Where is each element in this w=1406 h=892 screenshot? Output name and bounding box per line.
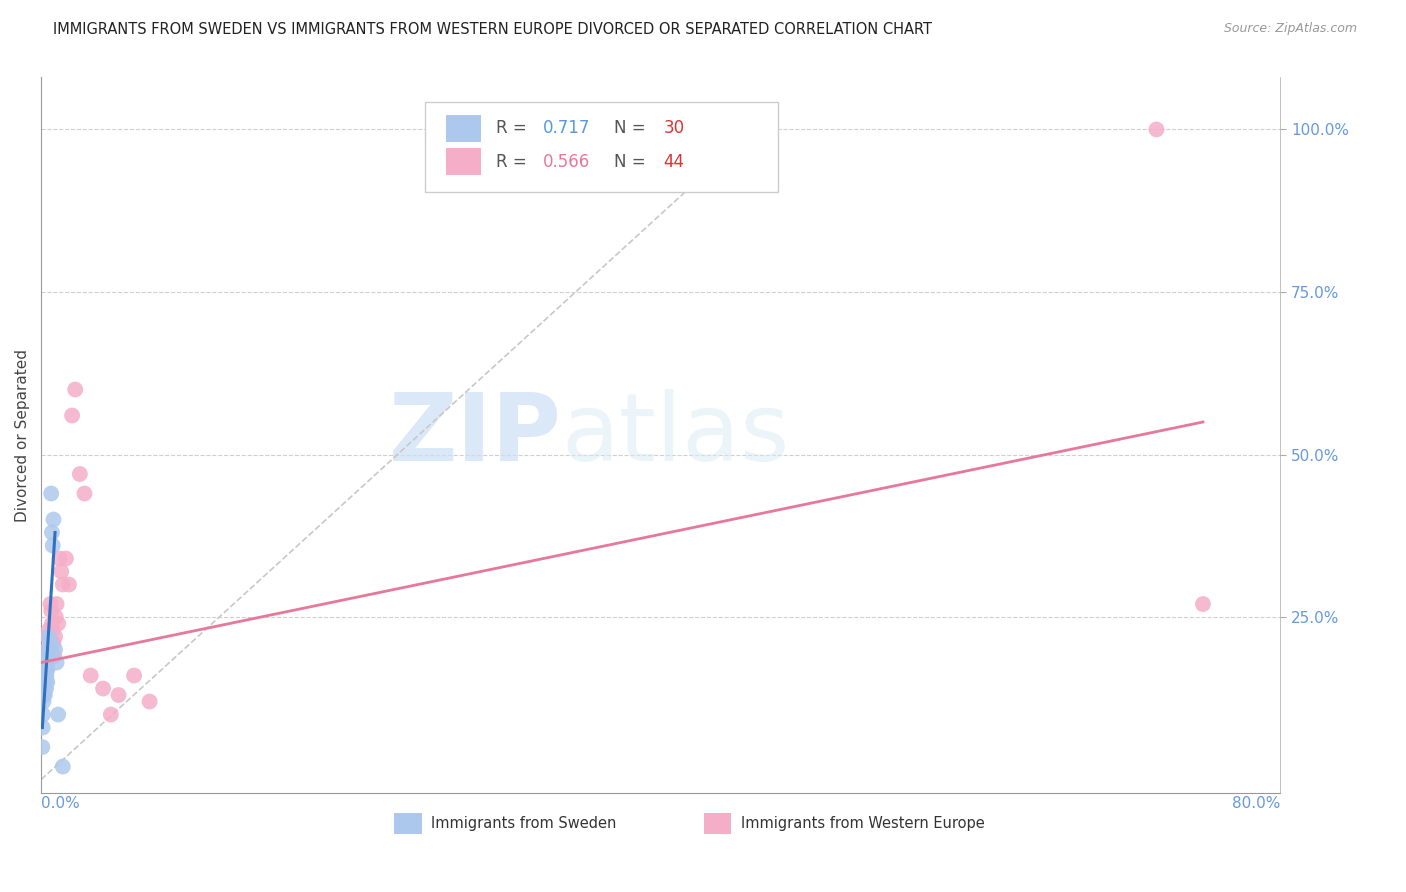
Point bbox=[32, 675, 55, 690]
Text: Immigrants from Western Europe: Immigrants from Western Europe bbox=[741, 816, 986, 830]
FancyBboxPatch shape bbox=[394, 813, 422, 834]
FancyBboxPatch shape bbox=[704, 813, 731, 834]
Point bbox=[34, 675, 56, 690]
Point bbox=[38, 642, 60, 657]
Point bbox=[31, 740, 53, 755]
Point bbox=[35, 662, 58, 676]
Point bbox=[79, 668, 101, 682]
Point bbox=[38, 642, 60, 657]
Point bbox=[42, 636, 65, 650]
Point bbox=[44, 648, 66, 663]
Text: 44: 44 bbox=[664, 153, 685, 171]
Point bbox=[32, 688, 55, 702]
Point bbox=[51, 565, 73, 579]
Point bbox=[32, 668, 55, 682]
Point bbox=[46, 707, 69, 722]
Point bbox=[45, 656, 67, 670]
Point bbox=[37, 630, 59, 644]
Point bbox=[35, 656, 58, 670]
Text: IMMIGRANTS FROM SWEDEN VS IMMIGRANTS FROM WESTERN EUROPE DIVORCED OR SEPARATED C: IMMIGRANTS FROM SWEDEN VS IMMIGRANTS FRO… bbox=[53, 22, 932, 37]
Point bbox=[37, 630, 59, 644]
Point bbox=[34, 656, 56, 670]
Point bbox=[41, 616, 63, 631]
Point bbox=[46, 616, 69, 631]
Point bbox=[107, 688, 129, 702]
Point bbox=[35, 662, 58, 676]
Point bbox=[34, 688, 56, 702]
Point bbox=[44, 642, 66, 657]
FancyBboxPatch shape bbox=[446, 115, 481, 142]
Point bbox=[32, 675, 55, 690]
Text: Immigrants from Sweden: Immigrants from Sweden bbox=[432, 816, 617, 830]
Point bbox=[38, 623, 60, 637]
Point bbox=[45, 597, 67, 611]
Point bbox=[34, 675, 56, 690]
Point bbox=[32, 681, 55, 696]
Point bbox=[91, 681, 114, 696]
Point bbox=[52, 759, 75, 773]
Text: 80.0%: 80.0% bbox=[1232, 796, 1281, 811]
Point bbox=[39, 597, 62, 611]
Point bbox=[32, 656, 55, 670]
Point bbox=[44, 630, 66, 644]
Point bbox=[1146, 122, 1168, 136]
Point bbox=[37, 675, 59, 690]
Text: Source: ZipAtlas.com: Source: ZipAtlas.com bbox=[1223, 22, 1357, 36]
Point bbox=[39, 636, 62, 650]
FancyBboxPatch shape bbox=[446, 148, 481, 176]
Y-axis label: Divorced or Separated: Divorced or Separated bbox=[15, 349, 30, 522]
Point bbox=[63, 383, 86, 397]
Point bbox=[69, 467, 91, 481]
Text: atlas: atlas bbox=[561, 389, 790, 481]
Point bbox=[38, 630, 60, 644]
Point bbox=[32, 694, 55, 708]
Point bbox=[42, 512, 65, 526]
Point bbox=[45, 610, 67, 624]
Text: N =: N = bbox=[613, 120, 651, 137]
Point bbox=[48, 551, 70, 566]
Point bbox=[73, 486, 96, 500]
Text: ZIP: ZIP bbox=[388, 389, 561, 481]
Text: 0.0%: 0.0% bbox=[41, 796, 80, 811]
FancyBboxPatch shape bbox=[425, 103, 779, 192]
Point bbox=[42, 623, 65, 637]
Point bbox=[122, 668, 145, 682]
Point bbox=[60, 409, 83, 423]
Point bbox=[52, 577, 75, 591]
Point bbox=[138, 694, 160, 708]
Point bbox=[34, 668, 56, 682]
Point bbox=[34, 662, 56, 676]
Point bbox=[41, 525, 63, 540]
Text: R =: R = bbox=[496, 153, 531, 171]
Point bbox=[39, 486, 62, 500]
Point bbox=[35, 668, 58, 682]
Point bbox=[38, 648, 60, 663]
Point bbox=[42, 539, 65, 553]
Text: R =: R = bbox=[496, 120, 531, 137]
Point bbox=[35, 656, 58, 670]
Point bbox=[35, 681, 58, 696]
Point bbox=[34, 681, 56, 696]
Text: 30: 30 bbox=[664, 120, 685, 137]
Point bbox=[32, 707, 55, 722]
Point bbox=[38, 642, 60, 657]
Point bbox=[58, 577, 80, 591]
Point bbox=[55, 551, 77, 566]
Point bbox=[35, 675, 58, 690]
Point bbox=[100, 707, 122, 722]
Text: 0.566: 0.566 bbox=[543, 153, 591, 171]
Point bbox=[1192, 597, 1215, 611]
Point bbox=[37, 648, 59, 663]
Point bbox=[35, 648, 58, 663]
Point bbox=[31, 721, 53, 735]
Text: N =: N = bbox=[613, 153, 651, 171]
Point bbox=[37, 642, 59, 657]
Text: 0.717: 0.717 bbox=[543, 120, 591, 137]
Point bbox=[39, 603, 62, 617]
Point bbox=[37, 662, 59, 676]
Point bbox=[31, 688, 53, 702]
